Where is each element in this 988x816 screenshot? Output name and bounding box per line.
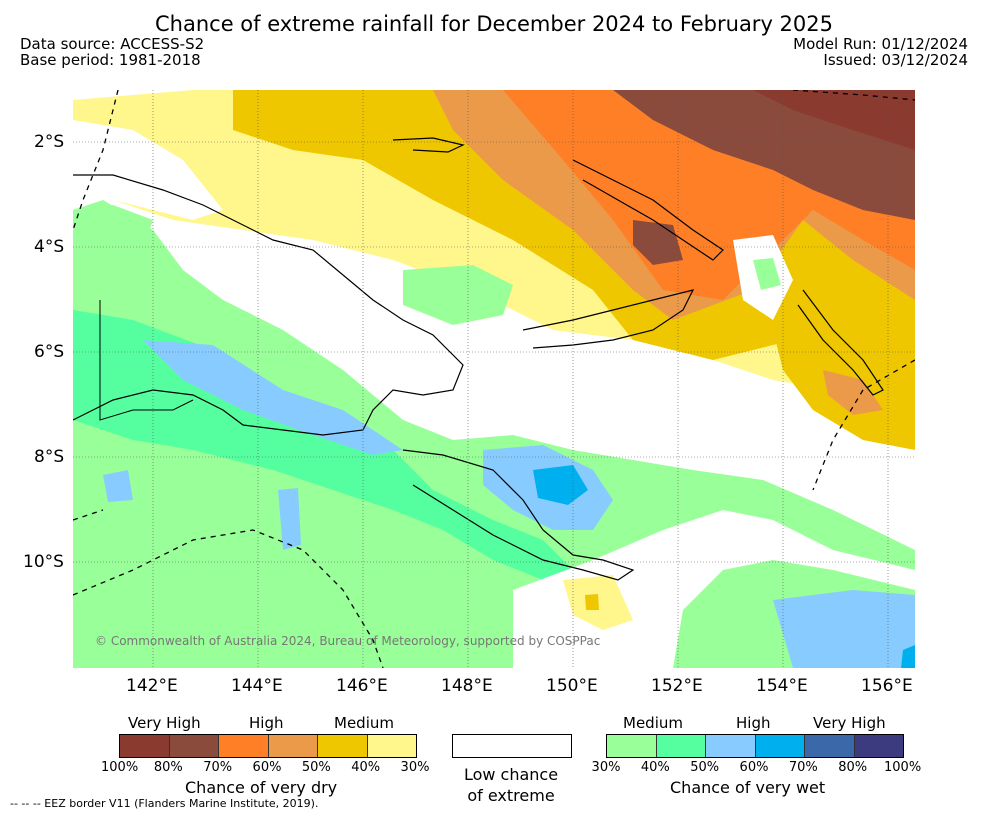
dry-swatch-0 — [120, 735, 170, 757]
dry-swatch-1 — [169, 735, 219, 757]
wet-cat-very-high: Very High — [813, 714, 886, 732]
region-wet-small — [901, 645, 915, 668]
wet-tick-1: 40% — [640, 760, 670, 775]
lon-label-156e: 156°E — [861, 676, 913, 696]
copyright-text: © Commonwealth of Australia 2024, Bureau… — [95, 634, 601, 648]
region-dry-extreme — [753, 90, 915, 150]
coastline-new-ireland — [572, 159, 724, 261]
wet-tick-5: 80% — [838, 760, 868, 775]
eez-border-east — [812, 359, 915, 491]
dry-tick-1: 80% — [153, 760, 183, 775]
region-wet-east-blob — [753, 258, 781, 290]
png-indonesia-border — [99, 300, 194, 421]
lat-label-8s: 8°S — [34, 447, 65, 467]
coastline-papuan-peninsula — [402, 449, 635, 581]
coastlines — [73, 137, 884, 581]
region-white-central — [233, 240, 823, 420]
wet-cat-high: High — [736, 714, 771, 732]
rainfall-map — [73, 90, 915, 668]
region-wet-core — [533, 465, 588, 505]
wet-swatch-0 — [607, 735, 657, 757]
dry-tick-4: 50% — [301, 760, 331, 775]
wet-colorbar — [606, 734, 904, 758]
dry-swatch-4 — [318, 735, 368, 757]
dry-tick-3: 60% — [252, 760, 282, 775]
lon-label-144e: 144°E — [231, 676, 283, 696]
dry-tick-0: 100% — [101, 760, 139, 775]
region-white-south — [513, 510, 915, 668]
region-wet-pocket-2 — [278, 488, 301, 550]
low-chance-line1: Low chance — [463, 765, 559, 784]
eez-border-northeast — [792, 90, 915, 101]
low-chance-line2: of extreme — [467, 786, 555, 805]
coastline-bougainville — [797, 289, 884, 396]
region-wet-north-blob — [403, 265, 513, 325]
model-run-text: Model Run: 01/12/2024 — [793, 35, 968, 53]
lon-label-142e: 142°E — [126, 676, 178, 696]
region-wet-pocket — [103, 470, 133, 502]
region-dry-east-core — [823, 370, 883, 415]
dry-cat-medium: Medium — [334, 714, 394, 732]
eez-border-west — [73, 90, 119, 231]
dry-tick-5: 40% — [351, 760, 381, 775]
dry-tick-6: 30% — [400, 760, 430, 775]
header-right: Model Run: 01/12/2024 Issued: 03/12/2024 — [793, 36, 968, 68]
dry-swatch-5 — [367, 735, 416, 757]
base-period-text: Base period: 1981-2018 — [20, 51, 201, 69]
wet-tick-6: 100% — [884, 760, 922, 775]
dry-swatch-3 — [268, 735, 318, 757]
dry-swatch-2 — [219, 735, 269, 757]
coastline-new-britain — [522, 289, 695, 349]
coastline-new-guinea — [73, 174, 464, 436]
issued-text: Issued: 03/12/2024 — [823, 51, 968, 69]
region-white-northwest — [73, 120, 223, 220]
region-orange-dot — [585, 594, 599, 610]
data-source-text: Data source: ACCESS-S2 — [20, 35, 205, 53]
eez-borders — [73, 90, 915, 668]
wet-tick-3: 60% — [739, 760, 769, 775]
lon-label-146e: 146°E — [336, 676, 388, 696]
wet-tick-2: 50% — [690, 760, 720, 775]
lon-label-150e: 150°E — [546, 676, 598, 696]
low-chance-caption: Low chance of extreme — [452, 764, 570, 806]
wet-swatch-5 — [854, 735, 903, 757]
eez-note: -- -- -- EEZ border V11 (Flanders Marine… — [10, 797, 319, 810]
lat-label-6s: 6°S — [34, 342, 65, 362]
lon-label-152e: 152°E — [651, 676, 703, 696]
region-wet-nw-blob — [73, 205, 153, 260]
wet-swatch-2 — [706, 735, 756, 757]
low-chance-swatch — [452, 734, 572, 758]
dry-cat-very-high: Very High — [128, 714, 201, 732]
header-left: Data source: ACCESS-S2 Base period: 1981… — [20, 36, 204, 68]
wet-swatch-3 — [755, 735, 805, 757]
lat-label-2s: 2°S — [34, 132, 65, 152]
gridlines — [73, 90, 915, 668]
dry-caption: Chance of very dry — [185, 778, 338, 797]
eez-border-south — [73, 529, 384, 668]
wet-swatch-4 — [805, 735, 855, 757]
lat-label-4s: 4°S — [34, 237, 65, 257]
wet-swatch-1 — [656, 735, 706, 757]
wet-caption: Chance of very wet — [670, 778, 826, 797]
coastline-manus — [392, 137, 465, 153]
chart-title: Chance of extreme rainfall for December … — [155, 12, 833, 36]
dry-colorbar — [119, 734, 417, 758]
wet-tick-4: 70% — [788, 760, 818, 775]
dry-cat-high: High — [249, 714, 284, 732]
lon-label-154e: 154°E — [756, 676, 808, 696]
lon-label-148e: 148°E — [441, 676, 493, 696]
wet-tick-0: 30% — [591, 760, 621, 775]
wet-cat-medium: Medium — [623, 714, 683, 732]
region-wet-blue-band — [143, 340, 403, 455]
region-wet-southeast — [773, 590, 915, 668]
lat-label-10s: 10°S — [23, 552, 64, 572]
dry-tick-2: 70% — [203, 760, 233, 775]
